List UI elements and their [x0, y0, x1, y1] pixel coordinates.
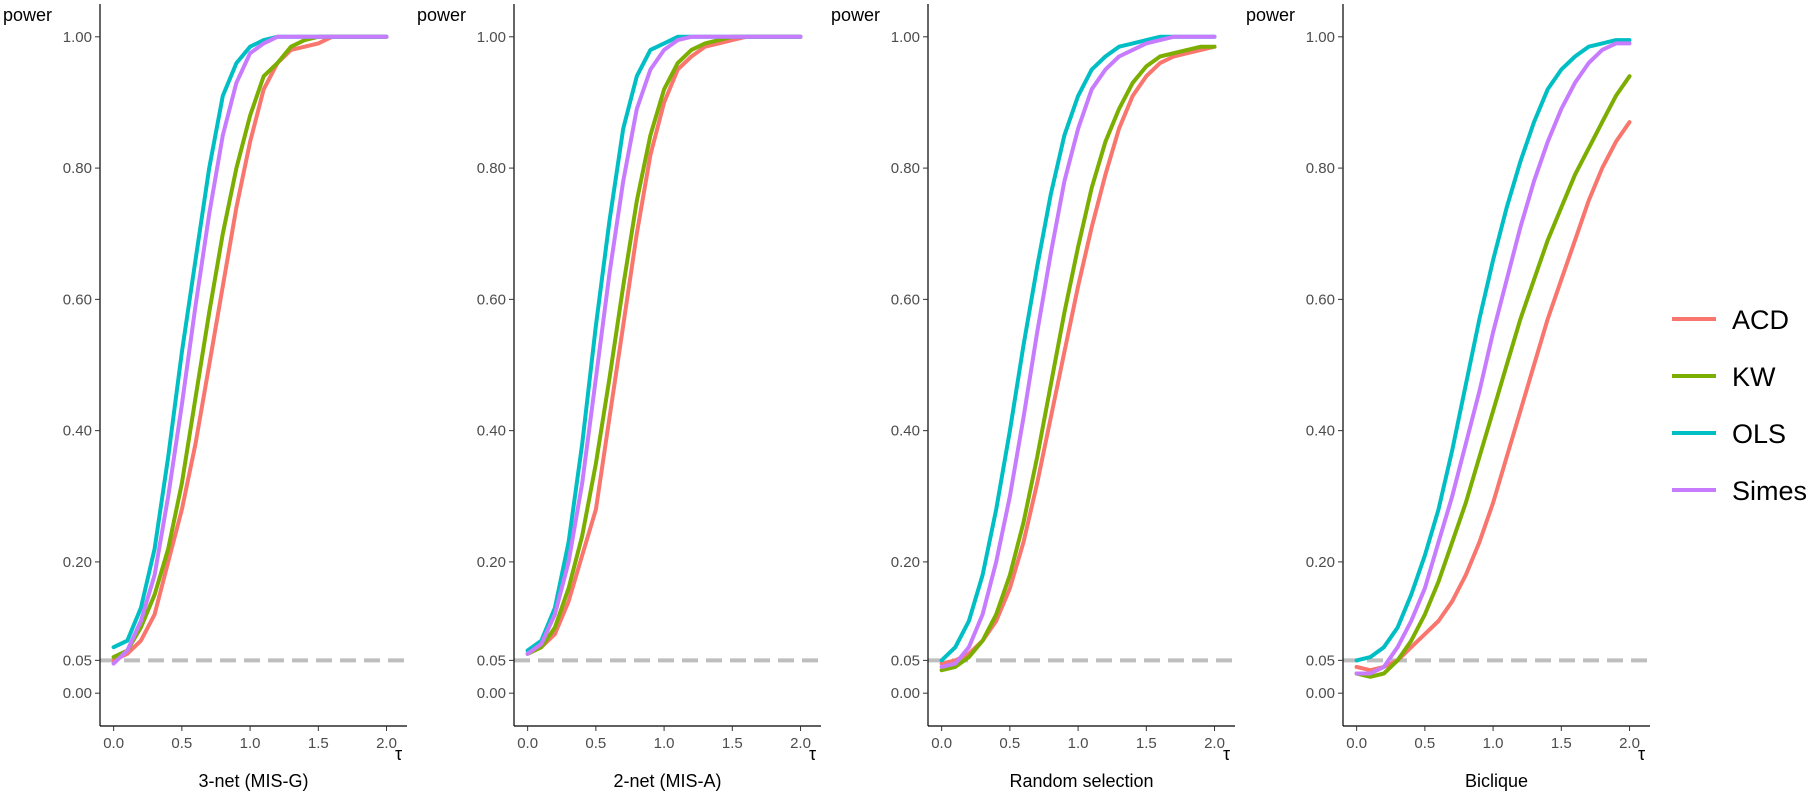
series-line-simes	[939, 34, 1217, 669]
y-tick-label: 1.00	[63, 29, 92, 46]
x-axis-title: τ	[395, 744, 402, 764]
y-tick-label: 0.05	[891, 652, 920, 669]
panel-title: 2-net (MIS-A)	[613, 771, 721, 791]
x-tick-label: 1.5	[1551, 735, 1572, 752]
y-tick-label: 1.00	[891, 29, 920, 46]
legend-item-acd: ACD	[1672, 305, 1789, 335]
y-tick-label: 0.40	[63, 423, 92, 440]
panel-2: 0.00 0.05 0.20 0.40 0.60 0.80 1.00 0.0 0.5 1.0 1.5…	[417, 4, 821, 791]
y-tick-label: 0.40	[891, 423, 920, 440]
y-axis-title: power	[3, 5, 52, 25]
y-tick-label: 0.60	[1306, 291, 1335, 308]
series-line-simes	[525, 34, 803, 656]
y-tick-label: 0.05	[63, 652, 92, 669]
legend-label: KW	[1732, 362, 1776, 392]
y-tick-label: 0.00	[477, 685, 506, 702]
panel-title: 3-net (MIS-G)	[198, 771, 308, 791]
x-tick-label: 2.0	[1619, 735, 1640, 752]
x-tick-label: 1.0	[1483, 735, 1504, 752]
y-tick-label: 0.00	[1306, 685, 1335, 702]
y-tick-label: 0.60	[63, 291, 92, 308]
legend-label: Simes	[1732, 476, 1807, 506]
y-tick-label: 0.60	[477, 291, 506, 308]
series-line-simes	[111, 34, 389, 666]
y-tick-label: 0.00	[891, 685, 920, 702]
y-tick-label: 0.80	[63, 160, 92, 177]
y-tick-label: 0.40	[1306, 423, 1335, 440]
y-tick-label: 0.05	[1306, 652, 1335, 669]
panel-1: 0.00 0.05 0.20 0.40 0.60 0.80 1.00 0.0 0.5 1.0 1.5…	[3, 4, 407, 791]
x-axis-title: τ	[1223, 744, 1230, 764]
x-tick-label: 2.0	[790, 735, 811, 752]
legend-label: OLS	[1732, 419, 1786, 449]
y-tick-label: 0.00	[63, 685, 92, 702]
x-tick-label: 0.0	[1346, 735, 1367, 752]
y-axis-title: power	[1246, 5, 1295, 25]
x-tick-label: 2.0	[376, 735, 397, 752]
legend-item-ols: OLS	[1672, 419, 1786, 449]
y-tick-label: 0.40	[477, 423, 506, 440]
y-tick-label: 0.20	[1306, 554, 1335, 571]
x-tick-label: 1.0	[240, 735, 261, 752]
panel-4: 0.00 0.05 0.20 0.40 0.60 0.80 1.00 0.0 0.5 1.0 1.5…	[1246, 4, 1650, 791]
y-axis-title: power	[417, 5, 466, 25]
x-tick-label: 1.5	[308, 735, 329, 752]
panel-3: 0.00 0.05 0.20 0.40 0.60 0.80 1.00 0.0 0.5 1.0 1.5…	[831, 4, 1235, 791]
series-line-simes	[1354, 41, 1632, 676]
series-line-kw	[939, 44, 1217, 673]
x-tick-label: 0.0	[103, 735, 124, 752]
legend: ACD KW OLS Simes	[1672, 305, 1807, 506]
x-tick-label: 1.5	[722, 735, 743, 752]
series-line-kw	[1354, 74, 1632, 679]
x-tick-label: 0.5	[999, 735, 1020, 752]
y-tick-label: 0.80	[477, 160, 506, 177]
x-tick-label: 1.5	[1136, 735, 1157, 752]
x-tick-label: 1.0	[654, 735, 675, 752]
series-line-acd	[1354, 120, 1632, 673]
y-tick-label: 0.20	[477, 554, 506, 571]
legend-label: ACD	[1732, 305, 1789, 335]
y-tick-label: 0.20	[891, 554, 920, 571]
x-tick-label: 1.0	[1068, 735, 1089, 752]
y-tick-label: 0.60	[891, 291, 920, 308]
y-tick-label: 1.00	[477, 29, 506, 46]
x-tick-label: 2.0	[1204, 735, 1225, 752]
x-tick-label: 0.0	[517, 735, 538, 752]
x-axis-title: τ	[809, 744, 816, 764]
series-line-ols	[111, 34, 389, 650]
x-tick-label: 0.0	[931, 735, 952, 752]
x-axis-title: τ	[1638, 744, 1645, 764]
panel-title: Biclique	[1465, 771, 1528, 791]
legend-item-simes: Simes	[1672, 476, 1807, 506]
x-tick-label: 0.5	[585, 735, 606, 752]
x-tick-label: 0.5	[1414, 735, 1435, 752]
y-tick-label: 1.00	[1306, 29, 1335, 46]
y-tick-label: 0.05	[477, 652, 506, 669]
y-tick-label: 0.20	[63, 554, 92, 571]
legend-item-kw: KW	[1672, 362, 1776, 392]
y-tick-label: 0.80	[1306, 160, 1335, 177]
x-tick-label: 0.5	[171, 735, 192, 752]
panel-title: Random selection	[1009, 771, 1153, 791]
y-axis-title: power	[831, 5, 880, 25]
series-line-ols	[1354, 38, 1632, 663]
y-tick-label: 0.80	[891, 160, 920, 177]
